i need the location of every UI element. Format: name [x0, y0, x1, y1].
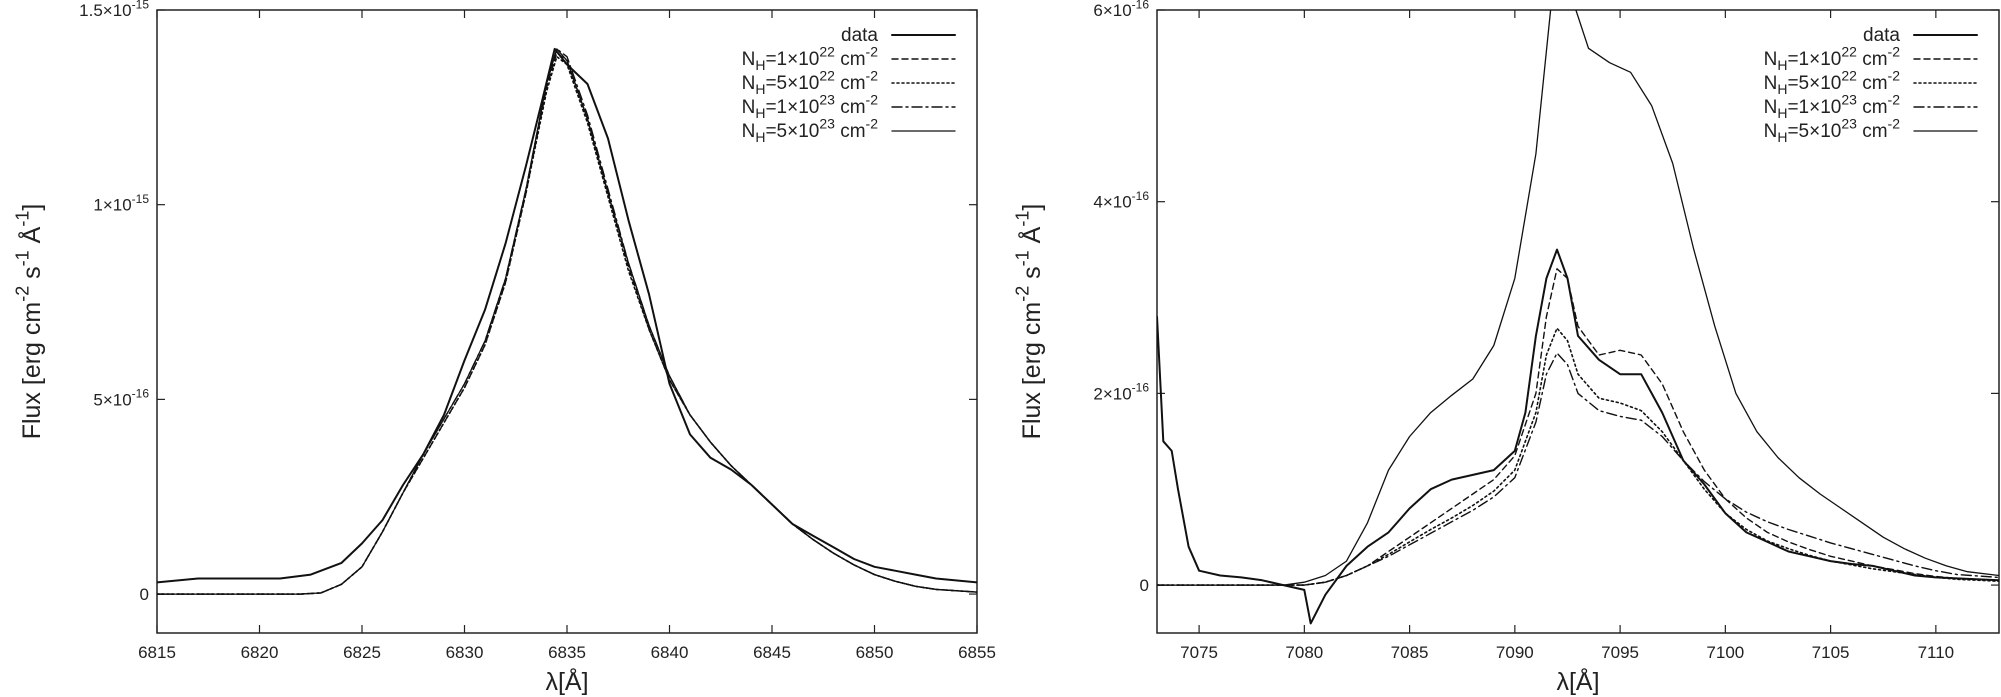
x-tick-label: 6845 [753, 643, 791, 662]
x-tick-label: 6815 [138, 643, 176, 662]
legend-entry-label: NH=5×1023 cm-2 [1764, 115, 1901, 144]
y-tick-label: 5×10-16 [93, 387, 149, 410]
y-tick-label: 4×10-16 [1093, 189, 1149, 212]
y-axis-label: Flux [erg cm-2 s-1 Å-1] [1013, 204, 1046, 440]
y-tick-label: 6×10-16 [1093, 0, 1149, 20]
left-panel-h-alpha-plot: 6815 6820 6825 6830 6835 6840 6845 6850 6855 0 5×1… [13, 0, 996, 696]
x-tick-label: 6855 [958, 643, 996, 662]
legend-entry-label: NH=5×1023 cm-2 [742, 115, 879, 144]
legend-entry-label: NH=5×1022 cm-2 [1764, 67, 1901, 96]
x-tick-label: 7110 [1918, 643, 1955, 662]
x-tick-label: 6820 [241, 643, 279, 662]
x-axis-label: λ[Å] [545, 666, 588, 696]
series-line-solid [1157, 10, 1999, 586]
x-tick-label: 7080 [1285, 643, 1323, 662]
legend-entry-label: NH=1×1023 cm-2 [1764, 91, 1901, 120]
x-tick-label: 7085 [1391, 643, 1429, 662]
y-axis-label: Flux [erg cm-2 s-1 Å-1] [13, 204, 46, 440]
x-tick-label: 6835 [548, 643, 586, 662]
series-line-solid [157, 48, 977, 595]
x-tick-label: 7075 [1180, 643, 1218, 662]
legend-entry-label: NH=1×1022 cm-2 [1764, 43, 1901, 72]
x-tick-label: 7090 [1496, 643, 1534, 662]
x-axis-label: λ[Å] [1556, 666, 1599, 696]
y-tick-label: 1×10-15 [93, 192, 149, 215]
legend-entry-label: NH=5×1022 cm-2 [742, 67, 879, 96]
x-tick-label: 6825 [343, 643, 381, 662]
legend-entry-label: data [841, 25, 878, 46]
legend-entry-label: NH=1×1023 cm-2 [742, 91, 879, 120]
y-tick-label: 0 [1140, 576, 1149, 595]
series-line-dotted [1157, 327, 1999, 586]
series-line-dashed [1157, 268, 1999, 586]
x-tick-label: 6850 [856, 643, 894, 662]
right-panel-plot: 7075 7080 7085 7090 7095 7100 7105 7110 0 2×10-16… [1013, 0, 2000, 696]
y-tick-label: 2×10-16 [1093, 381, 1149, 404]
y-tick-label: 1.5×10-15 [79, 0, 149, 20]
legend-entry-label: NH=1×1022 cm-2 [742, 43, 879, 72]
x-tick-label: 7105 [1812, 643, 1850, 662]
x-tick-label: 7100 [1706, 643, 1744, 662]
series-line-data [157, 47, 977, 584]
x-tick-label: 7095 [1601, 643, 1639, 662]
series-line-dashdot [1157, 352, 1999, 586]
y-tick-label: 0 [140, 585, 149, 604]
x-tick-label: 6830 [446, 643, 484, 662]
series-line-dotted [157, 55, 977, 595]
legend-entry-label: data [1863, 25, 1900, 46]
series-line-data [1157, 248, 1999, 625]
x-tick-label: 6840 [651, 643, 689, 662]
